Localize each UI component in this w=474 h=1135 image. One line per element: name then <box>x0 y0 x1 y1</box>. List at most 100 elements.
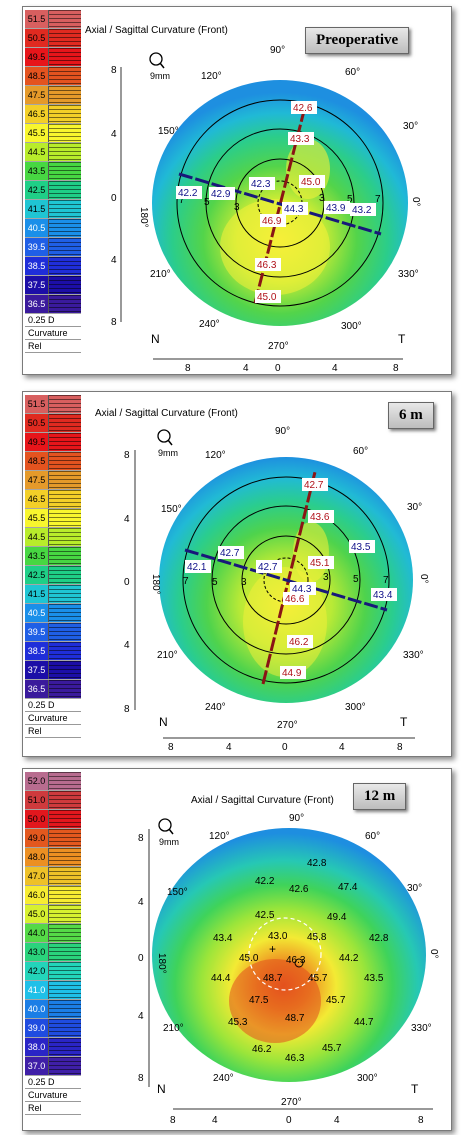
scale-swatch: 37.5 <box>25 276 49 294</box>
scale-row: 44.0 <box>25 924 81 943</box>
scale-ticks <box>49 623 81 641</box>
topography-map: 8 4 0 4 8 8 4 0 4 8 9mm 90° <box>111 45 421 374</box>
scale-swatch: 42.0 <box>25 962 49 980</box>
value-label: 47.4 <box>338 882 358 893</box>
angle-labels: 90° 120° 60° 150° 30° 180° 0° 210° 330° … <box>138 45 421 352</box>
scale-ticks <box>49 452 81 470</box>
scale-ticks <box>49 1000 81 1018</box>
scale-swatch: 43.5 <box>25 547 49 565</box>
value-label: 43.5 <box>364 973 384 984</box>
central-zone <box>248 917 322 991</box>
scale-swatch: 47.0 <box>25 867 49 885</box>
scale-ticks <box>49 943 81 961</box>
value-label: 42.5 <box>255 910 275 921</box>
scale-step: 0.25 D <box>25 1076 81 1089</box>
value-label: 42.7 <box>304 480 324 491</box>
scale-mode: Curvature <box>25 712 81 725</box>
scale-ticks <box>49 414 81 432</box>
scale-ticks <box>49 219 81 237</box>
scale-swatch: 48.5 <box>25 67 49 85</box>
value-label: 43.9 <box>326 203 346 214</box>
scale-swatch: 46.0 <box>25 886 49 904</box>
apex-marker: + <box>269 942 276 956</box>
scale-row: 44.5 <box>25 528 81 547</box>
value-label: 44.2 <box>339 953 359 964</box>
angle-label: 270° <box>268 341 289 352</box>
scale-row: 43.0 <box>25 943 81 962</box>
angle-label: 210° <box>150 269 171 280</box>
scale-ticks <box>49 86 81 104</box>
scale-ticks <box>49 1057 81 1075</box>
tick-label: 4 <box>212 1115 218 1126</box>
scale-ticks <box>49 1019 81 1037</box>
flat-meridian <box>178 172 382 236</box>
temporal-label: T <box>411 1082 419 1096</box>
scale-row: 49.5 <box>25 48 81 67</box>
scale-row: 45.0 <box>25 905 81 924</box>
ring-label: 5 <box>204 197 210 208</box>
scale-row: 44.5 <box>25 143 81 162</box>
scale-row: 48.5 <box>25 452 81 471</box>
tick-label: 4 <box>111 255 117 266</box>
angle-label: 210° <box>163 1023 184 1034</box>
scale-ticks <box>49 295 81 313</box>
value-label: 42.7 <box>258 562 278 573</box>
scale-swatch: 38.5 <box>25 257 49 275</box>
magnifier-icon[interactable] <box>158 818 174 835</box>
tick-label: 8 <box>111 317 117 328</box>
topography-map: 8 4 0 4 8 8 4 0 4 8 9mm 90° 120° 60° 150… <box>138 813 439 1126</box>
scale-ticks <box>49 162 81 180</box>
angle-label: 90° <box>289 813 304 824</box>
scale-ticks <box>49 810 81 828</box>
scale-swatch: 44.0 <box>25 924 49 942</box>
scale-ticks <box>49 124 81 142</box>
tick-label: 8 <box>124 450 130 461</box>
value-label: 46.2 <box>252 1044 272 1055</box>
nasal-label: N <box>157 1082 166 1096</box>
value-label: 43.3 <box>290 134 310 145</box>
value-label: 42.1 <box>187 562 207 573</box>
scale-swatch: 39.0 <box>25 1019 49 1037</box>
scale-row: 47.0 <box>25 867 81 886</box>
scale-swatch: 38.0 <box>25 1038 49 1056</box>
magnifier-icon[interactable] <box>157 429 173 446</box>
ring-label: 3 <box>241 577 247 588</box>
scale-ticks <box>49 642 81 660</box>
map-title: Axial / Sagittal Curvature (Front) <box>85 25 228 36</box>
value-label: 45.7 <box>326 995 346 1006</box>
value-label: 43.2 <box>352 205 372 216</box>
value-label: 42.2 <box>178 188 198 199</box>
ring-label: 7 <box>179 195 185 206</box>
scale-row: 43.5 <box>25 547 81 566</box>
flat-values: 42.1 42.7 42.7 44.3 43.5 43.4 <box>185 540 397 601</box>
scale-swatch: 47.5 <box>25 471 49 489</box>
scale-row: 46.5 <box>25 490 81 509</box>
angle-label: 90° <box>270 45 285 56</box>
value-label: 46.3 <box>257 260 277 271</box>
tick-label: 8 <box>168 742 174 753</box>
scale-ticks <box>49 566 81 584</box>
scale-swatch: 44.5 <box>25 143 49 161</box>
value-label: 48.7 <box>263 973 283 984</box>
scale-swatch: 36.5 <box>25 295 49 313</box>
value-label: 44.9 <box>282 668 302 679</box>
angle-labels: 90° 120° 60° 150° 30° 180° 0° 210° 330° … <box>150 426 429 731</box>
tick-label: 4 <box>138 897 144 908</box>
magnifier-icon[interactable] <box>149 52 165 69</box>
scale-rows: 51.5 50.5 49.5 48.5 47.5 46.5 45.5 44.5 43.5 42.5… <box>25 395 81 699</box>
scale-row: 45.5 <box>25 124 81 143</box>
map-title: Axial / Sagittal Curvature (Front) <box>191 795 334 806</box>
steep-values: 42.6 43.3 45.0 46.9 46.3 45.0 <box>255 101 325 303</box>
scale-swatch: 37.5 <box>25 661 49 679</box>
angle-label: 60° <box>345 67 360 78</box>
angle-label: 30° <box>403 121 418 132</box>
scale-swatch: 51.5 <box>25 10 49 28</box>
bottom-ticks: 8 4 0 4 8 <box>168 742 403 753</box>
ring-distance-labels: 7 5 3 3 5 7 <box>179 193 381 213</box>
scale-swatch: 41.5 <box>25 585 49 603</box>
scale-ticks <box>49 791 81 809</box>
value-label: 43.6 <box>310 512 330 523</box>
scale-swatch: 46.5 <box>25 490 49 508</box>
tick-label: 4 <box>124 514 130 525</box>
flat-meridian <box>184 548 388 612</box>
